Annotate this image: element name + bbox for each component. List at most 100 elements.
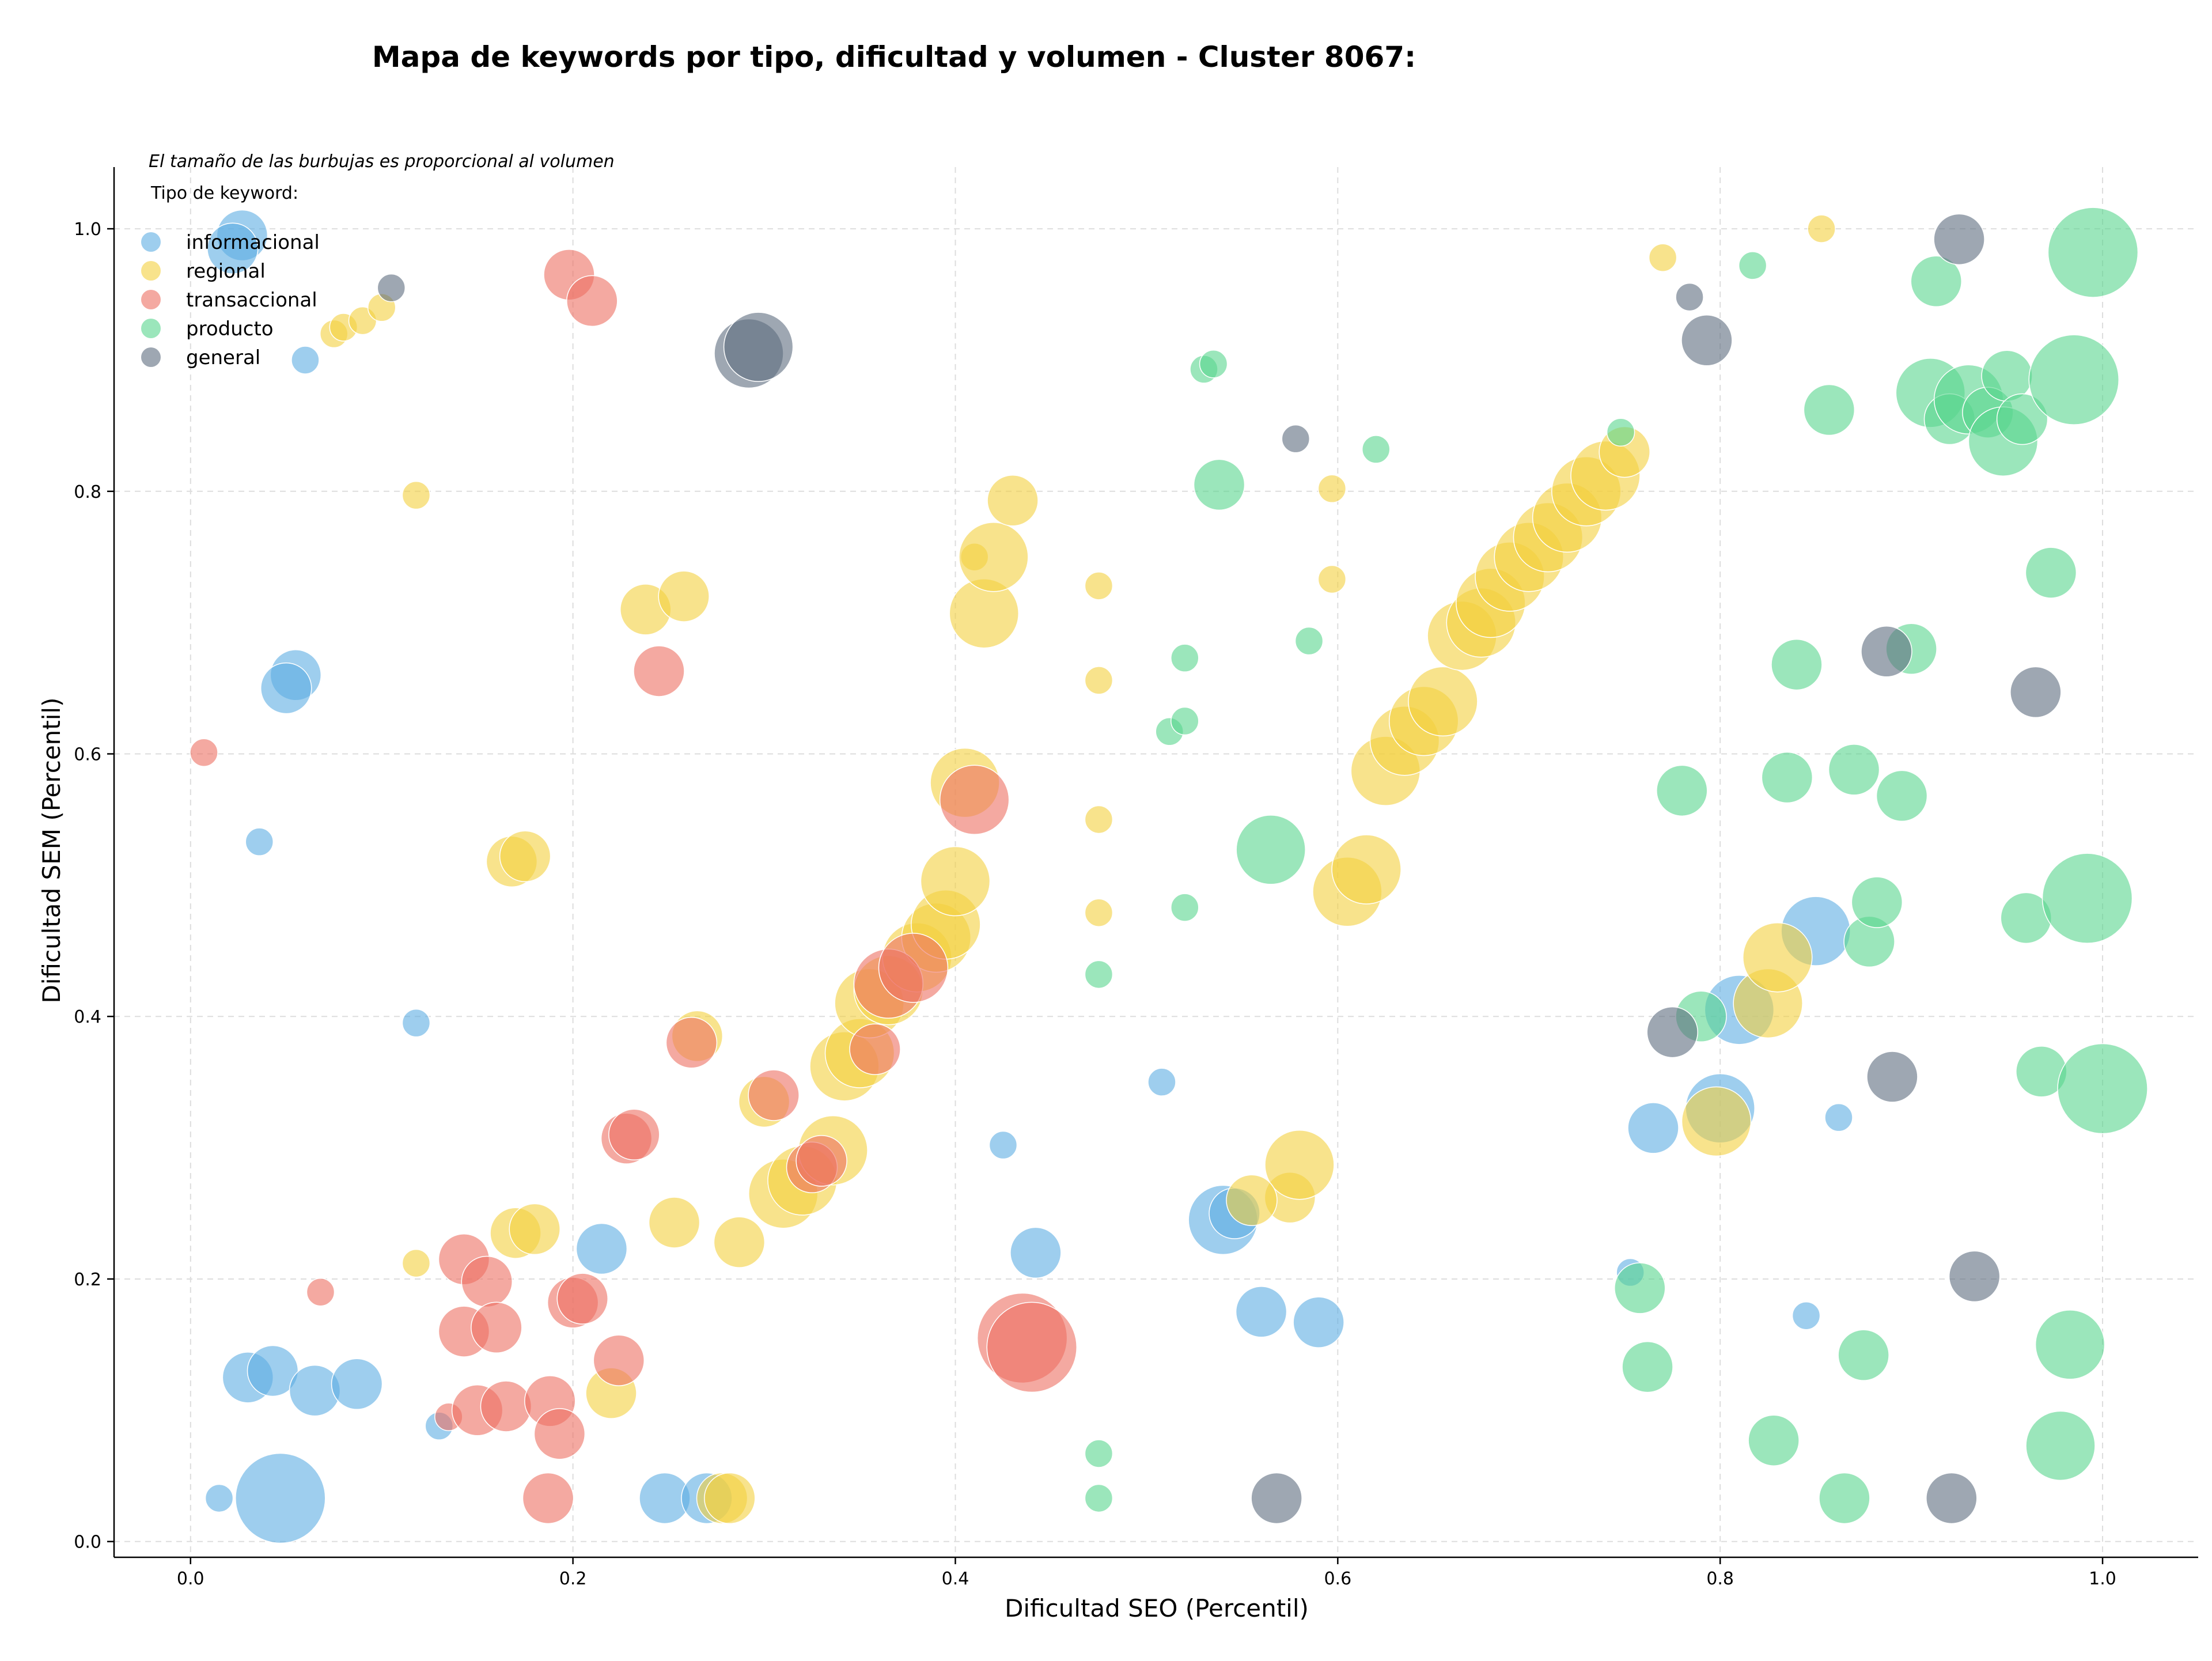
bubble-transaccional	[480, 1380, 532, 1432]
bubble-regional	[402, 480, 431, 510]
legend-marker	[141, 319, 161, 338]
bubble-informacional	[204, 1484, 234, 1513]
legend-item-general: general	[141, 346, 260, 369]
legend-marker	[141, 347, 161, 367]
bubble-producto	[1171, 644, 1199, 672]
x-tick-label: 0.8	[1706, 1569, 1734, 1589]
bubble-producto	[1819, 1472, 1870, 1524]
bubble-producto	[1910, 255, 1963, 307]
legend-label: producto	[186, 317, 274, 340]
legend-label: informacional	[186, 231, 320, 254]
bubble-producto	[1656, 765, 1708, 817]
x-axis-label: Dificultad SEO (Percentil)	[1005, 1594, 1309, 1622]
legend-item-producto: producto	[141, 317, 274, 340]
bubble-transaccional	[608, 1108, 660, 1161]
bubble-regional	[959, 521, 1029, 592]
bubble-producto	[1622, 1341, 1673, 1393]
bubble-producto	[1361, 435, 1391, 464]
bubble-producto	[1199, 350, 1228, 379]
bubble-general	[1861, 626, 1912, 678]
legend-marker	[141, 261, 161, 281]
bubble-regional	[658, 570, 710, 622]
y-tick-label: 1.0	[74, 220, 101, 240]
bubble-transaccional	[939, 765, 1010, 835]
legend-title: Tipo de keyword:	[150, 183, 298, 203]
bubble-regional	[1317, 565, 1347, 594]
bubble-producto	[1761, 751, 1813, 804]
legend-label: regional	[186, 260, 266, 283]
x-tick-label: 0.6	[1324, 1569, 1351, 1589]
bubble-producto	[1738, 251, 1767, 280]
bubble-regional	[1084, 572, 1113, 600]
bubble-informacional	[1010, 1227, 1062, 1279]
bubble-regional	[509, 1203, 560, 1255]
bubble-producto	[2025, 1410, 2096, 1481]
bubble-transaccional	[556, 1273, 608, 1325]
bubble-informacional	[402, 1008, 431, 1038]
bubble-producto	[1084, 1439, 1113, 1468]
bubble-producto	[2028, 334, 2119, 425]
bubble-producto	[1171, 893, 1199, 922]
bubble-regional	[499, 830, 551, 882]
legend-item-informacional: informacional	[141, 231, 320, 254]
bubble-regional	[920, 846, 991, 917]
chart-title: Mapa de keywords por tipo, dificultad y …	[372, 40, 1416, 74]
bubble-informacional	[247, 1345, 299, 1397]
bubble-informacional	[331, 1358, 383, 1410]
bubble-producto	[1851, 876, 1903, 928]
bubble-general	[1251, 1472, 1302, 1524]
bubble-general	[723, 312, 794, 382]
bubble-regional	[648, 1197, 700, 1248]
bubble-general	[2010, 666, 2062, 718]
series-producto	[1084, 207, 2148, 1524]
bubble-transaccional	[566, 275, 618, 327]
bubble-regional	[402, 1248, 431, 1278]
bubble-transaccional	[522, 1472, 574, 1524]
bubble-regional	[1648, 243, 1677, 272]
bubble-producto	[1838, 1329, 1889, 1381]
x-tick-label: 0.4	[942, 1569, 969, 1589]
x-tick-label: 0.0	[177, 1569, 204, 1589]
bubble-transaccional	[471, 1301, 522, 1354]
bubble-regional	[1743, 922, 1813, 993]
bubble-informacional	[1791, 1301, 1821, 1330]
bubble-layer	[190, 207, 2148, 1544]
bubble-transaccional	[748, 1069, 800, 1121]
bubble-producto	[1748, 1414, 1800, 1466]
legend-marker	[141, 290, 161, 309]
bubble-general	[1646, 1006, 1698, 1058]
legend-item-transaccional: transaccional	[141, 289, 317, 312]
bubble-informacional	[291, 346, 320, 374]
bubble-producto	[1171, 706, 1199, 736]
bubble-regional	[1807, 214, 1836, 243]
y-tick-label: 0.4	[74, 1007, 101, 1027]
bubble-general	[1866, 1051, 1918, 1103]
legend-label: general	[186, 346, 260, 369]
bubble-general	[1281, 424, 1310, 453]
legend-items: informacional regional transaccional produc…	[141, 231, 320, 369]
bubble-informacional	[207, 222, 259, 275]
legend: El tamaño de las burbujas es proporciona…	[141, 152, 615, 369]
bubble-regional	[987, 475, 1039, 527]
y-tick-label: 0.0	[74, 1533, 101, 1553]
bubble-regional	[1331, 834, 1402, 905]
series-informacional	[204, 209, 1853, 1544]
bubble-transaccional	[593, 1334, 645, 1386]
bubble-informacional	[1824, 1103, 1853, 1132]
bubble-informacional	[245, 827, 274, 856]
y-tick-label: 0.2	[74, 1270, 101, 1290]
bubble-general	[1926, 1472, 1978, 1524]
bubble-general	[377, 273, 406, 302]
ticks: 0.0 0.2 0.4 0.6 0.8 1.0 0.0 0.2 0.4 0.6 0.8 1.0	[74, 220, 2116, 1589]
bubble-producto	[1193, 459, 1245, 511]
bubble-transaccional	[533, 1408, 586, 1460]
bubble-producto	[1828, 744, 1880, 796]
bubble-informacional	[235, 1452, 326, 1544]
y-tick-label: 0.8	[74, 482, 101, 502]
bubble-transaccional	[665, 1017, 718, 1069]
bubble-general	[1681, 315, 1733, 366]
bubble-size-note: El tamaño de las burbujas es proporciona…	[149, 152, 615, 172]
bubble-producto	[1606, 418, 1635, 447]
legend-item-regional: regional	[141, 260, 266, 283]
